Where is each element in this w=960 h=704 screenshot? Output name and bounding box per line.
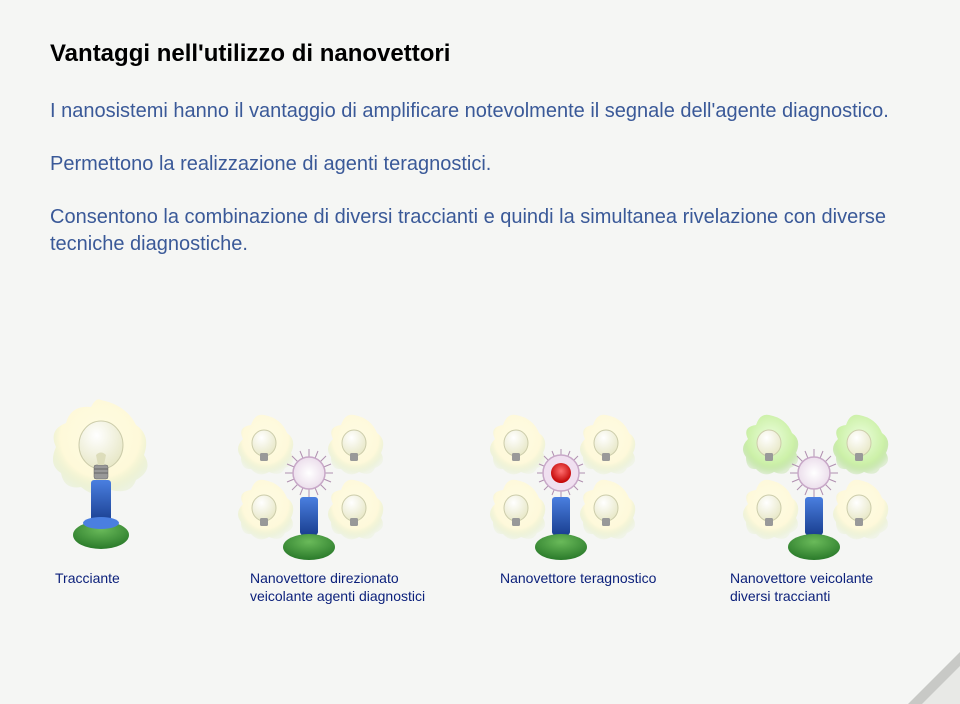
figure-tracer <box>36 395 166 565</box>
figures-row <box>0 385 960 575</box>
paragraph-3: Consentono la combinazione di diversi tr… <box>50 204 910 258</box>
figure-nanovector-teragnostic <box>451 385 671 575</box>
label-nanovector-diagnostic: Nanovettore direzionato veicolante agent… <box>250 570 425 605</box>
label-line: Nanovettore direzionato <box>250 570 399 586</box>
label-tracer: Tracciante <box>55 570 120 588</box>
label-nanovector-mixed: Nanovettore veicolante diversi tracciant… <box>730 570 873 605</box>
page-corner-fold <box>908 652 960 704</box>
label-nanovector-teragnostic: Nanovettore teragnostico <box>500 570 656 588</box>
paragraph-1: I nanosistemi hanno il vantaggio di ampl… <box>50 98 910 125</box>
figure-nanovector-mixed <box>704 385 924 575</box>
paragraph-2: Permettono la realizzazione di agenti te… <box>50 151 910 178</box>
figure-nanovector-diagnostic <box>199 385 419 575</box>
label-line: Nanovettore veicolante <box>730 570 873 586</box>
page-title: Vantaggi nell'utilizzo di nanovettori <box>50 40 910 68</box>
label-line: veicolante agenti diagnostici <box>250 588 425 604</box>
label-line: diversi traccianti <box>730 588 830 604</box>
